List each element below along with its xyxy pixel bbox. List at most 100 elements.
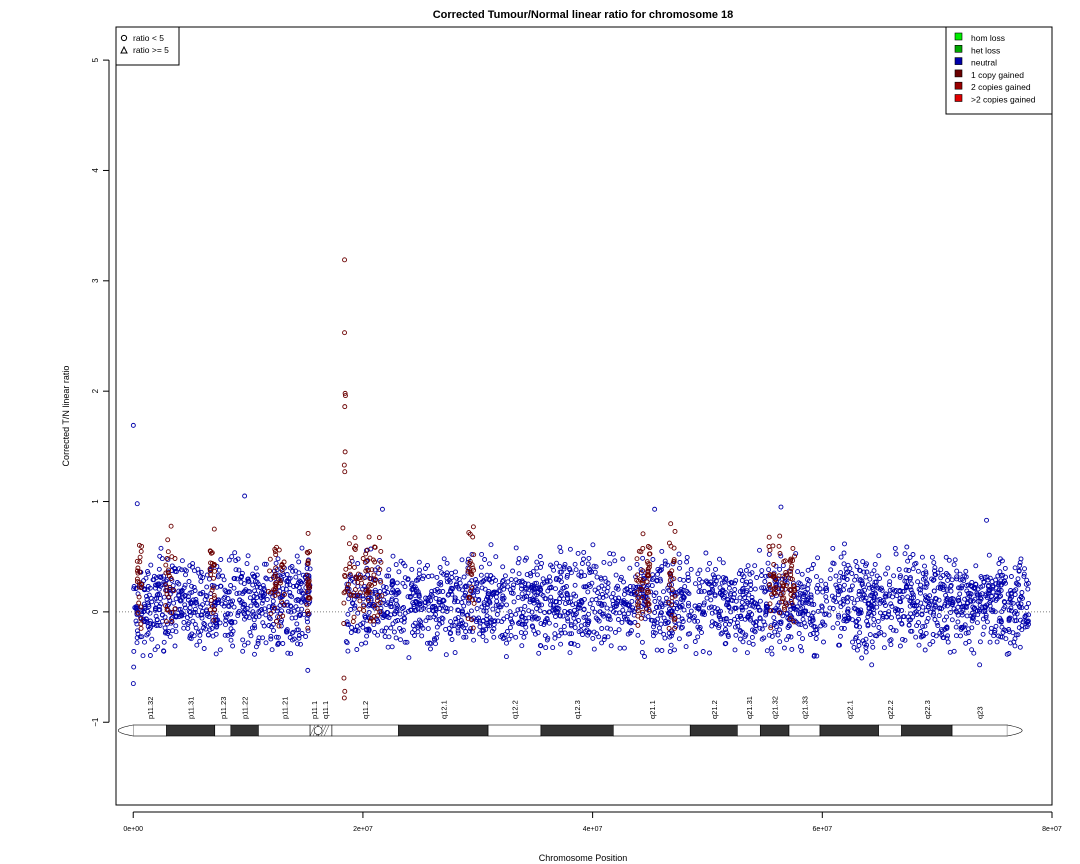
data-point-gained [788,597,794,603]
data-point-gained [361,608,367,614]
data-point-neutral [581,584,587,590]
data-point-neutral [372,587,378,593]
ideogram-band [819,724,879,737]
data-point-neutral [293,604,299,610]
data-point-neutral [789,646,795,652]
data-point-neutral [990,609,996,615]
data-point-neutral [818,578,824,584]
data-point-neutral [725,597,731,602]
data-point-neutral [608,626,613,632]
data-point-neutral [523,624,529,630]
data-point-neutral [215,597,221,603]
data-point-neutral [778,504,784,510]
data-point-gained [306,578,312,584]
data-point-neutral [234,591,240,597]
data-point-neutral [239,573,245,579]
data-point-neutral [247,629,253,635]
data-point-neutral [963,630,969,636]
data-point-gained [646,573,652,579]
data-point-neutral [288,609,294,615]
data-point-neutral [695,618,701,624]
data-point-gained [207,607,213,613]
data-point-neutral [186,579,192,584]
data-point-neutral [907,576,913,582]
data-point-neutral [428,641,434,647]
ideogram-telomere-p [117,724,134,737]
data-point-neutral [945,639,951,645]
data-point-neutral [296,570,302,576]
data-point-neutral [140,616,146,622]
data-point-gained [208,550,214,556]
data-point-neutral [654,647,660,653]
data-point-neutral [172,643,178,649]
data-point-neutral [883,614,889,620]
data-point-neutral [409,566,415,572]
data-point-neutral [933,572,939,578]
data-point-neutral [252,588,258,594]
data-point-neutral [489,579,495,585]
data-point-gained [342,330,347,336]
data-point-neutral [474,581,480,587]
data-point-gained [267,556,273,562]
data-point-neutral [833,599,839,605]
data-point-neutral [459,611,465,617]
data-point-gained [669,612,675,618]
data-point-neutral [849,583,855,589]
data-point-neutral [241,581,247,587]
data-point-neutral [1015,632,1021,638]
data-point-neutral [855,597,860,603]
data-point-neutral [305,667,311,673]
data-point-gained [767,601,773,607]
data-point-gained [166,573,172,579]
data-point-neutral [720,560,726,566]
data-point-neutral [486,576,492,582]
data-point-neutral [166,602,171,608]
data-point-neutral [295,641,300,647]
data-point-neutral [170,628,176,634]
data-point-neutral [762,579,768,584]
data-point-neutral [853,559,859,564]
data-point-neutral [593,597,599,602]
data-point-neutral [739,604,745,610]
data-point-neutral [757,625,763,631]
data-point-neutral [140,653,146,659]
data-point-gained [781,559,787,565]
data-point-neutral [954,576,960,582]
data-point-neutral [957,601,963,606]
data-point-neutral [969,625,975,631]
data-point-neutral [614,603,619,609]
data-point-neutral [985,590,991,596]
data-point-neutral [161,648,166,654]
data-point-neutral [921,633,926,639]
data-point-gained [644,590,650,596]
data-point-neutral [1016,596,1022,602]
data-point-neutral [474,606,480,612]
data-point-neutral [641,592,646,597]
data-point-neutral [815,608,821,614]
data-point-gained [777,551,783,556]
data-point-neutral [708,590,714,595]
data-point-gained [208,597,214,603]
data-point-neutral [851,600,857,606]
ideogram-band-label: p11.31 [187,697,196,719]
data-point-neutral [198,578,204,584]
data-point-neutral [507,587,513,593]
data-point-neutral [299,545,305,551]
data-point-neutral [145,571,151,577]
data-point-neutral [534,565,540,571]
data-point-neutral [562,561,568,567]
data-point-neutral [931,560,937,566]
data-point-neutral [845,599,850,605]
data-point-neutral [389,578,395,584]
data-point-neutral [890,627,896,633]
data-point-neutral [681,607,687,613]
data-point-neutral [363,640,369,646]
data-point-neutral [547,585,553,591]
data-point-neutral [923,608,929,614]
data-point-gained [776,543,782,549]
data-point-neutral [143,575,149,581]
data-point-neutral [241,609,247,615]
data-point-neutral [737,595,743,601]
data-point-neutral [1010,630,1016,636]
data-point-neutral [853,573,859,579]
